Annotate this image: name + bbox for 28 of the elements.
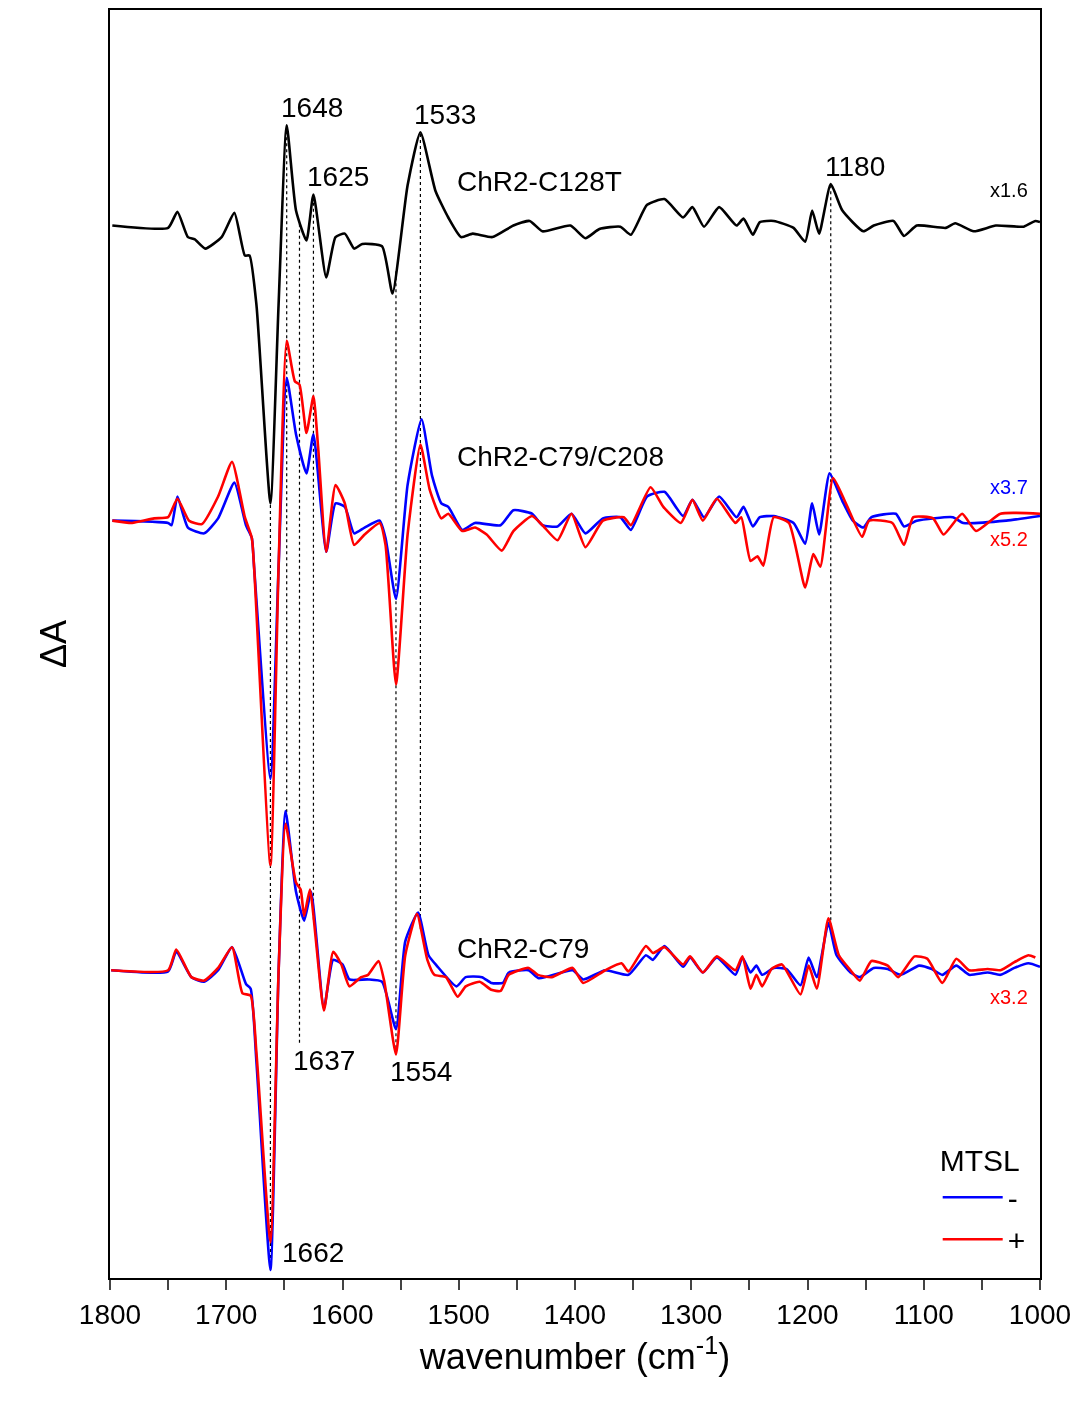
x-tick-label: 1300 — [660, 1298, 723, 1330]
annotation: ChR2-C128T — [457, 166, 622, 197]
annotation: ChR2-C79 — [457, 933, 590, 964]
annotation: ChR2-C79/C208 — [457, 441, 664, 472]
annotation: 1625 — [307, 161, 370, 192]
x-tick-label: 1000 — [1008, 1298, 1072, 1330]
annotation: 1648 — [281, 92, 344, 123]
legend-label: + — [1007, 1224, 1026, 1258]
x-tick-label: 1200 — [776, 1298, 839, 1330]
annotation: x1.6 — [990, 179, 1028, 201]
annotation: x5.2 — [990, 528, 1028, 550]
x-axis-title: wavenumber (cm$^{-1}$) — [418, 1330, 731, 1377]
x-tick-label: 1800 — [78, 1298, 142, 1330]
x-tick-label: 1400 — [543, 1298, 607, 1330]
annotation: 1637 — [293, 1045, 356, 1076]
annotation: 1554 — [390, 1056, 453, 1087]
annotation: 1533 — [414, 99, 477, 130]
x-tick-label: 1600 — [311, 1298, 374, 1330]
annotation: x3.2 — [990, 986, 1028, 1008]
y-axis-title: ΔA — [33, 619, 75, 669]
legend-label: - — [1007, 1182, 1018, 1216]
x-tick-label: 1700 — [195, 1298, 258, 1330]
annotation: x3.7 — [990, 476, 1028, 498]
annotation: 1662 — [282, 1237, 345, 1268]
legend-title: MTSL — [939, 1144, 1020, 1178]
annotation: 1180 — [825, 151, 886, 182]
x-tick-label: 1100 — [893, 1298, 954, 1330]
x-tick-label: 1500 — [427, 1298, 490, 1330]
